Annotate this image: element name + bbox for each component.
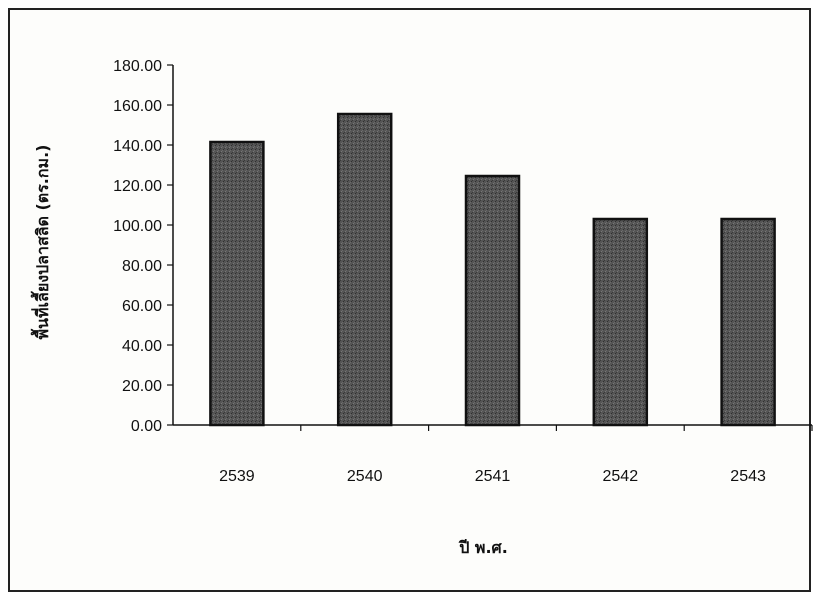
y-tick-label: 180.00 <box>113 58 162 75</box>
y-tick-label: 40.00 <box>122 338 162 355</box>
y-tick-label: 60.00 <box>122 298 162 315</box>
y-tick-label: 0.00 <box>131 418 162 435</box>
y-tick-label: 120.00 <box>113 178 162 195</box>
x-axis-ticks: 2539 2540 2541 2542 2543 <box>219 425 813 485</box>
bar-2540 <box>336 112 393 427</box>
bar-2541 <box>464 174 521 427</box>
y-tick-label: 140.00 <box>113 138 162 155</box>
y-tick-label: 100.00 <box>113 218 162 235</box>
bar-2542 <box>592 217 649 427</box>
chart-frame <box>8 8 811 592</box>
y-tick-label: 20.00 <box>122 378 162 395</box>
x-tick-label: 2542 <box>603 468 639 485</box>
y-axis-ticks: 0.00 20.00 40.00 60.00 80.00 100.00 120.00 140.… <box>113 58 173 435</box>
bars <box>209 112 776 427</box>
x-tick-label: 2541 <box>475 468 511 485</box>
bar-2539 <box>209 140 265 427</box>
y-axis-title: พื้นที่เลี้ยงปลาสลิด (ตร.กม.) <box>30 145 52 340</box>
x-tick-label: 2540 <box>347 468 383 485</box>
bar-2543 <box>720 217 776 427</box>
y-tick-label: 160.00 <box>113 98 162 115</box>
x-axis-title: ปี พ.ศ. <box>458 538 508 557</box>
x-tick-label: 2539 <box>219 468 255 485</box>
y-tick-label: 80.00 <box>122 258 162 275</box>
x-tick-label: 2543 <box>730 468 766 485</box>
